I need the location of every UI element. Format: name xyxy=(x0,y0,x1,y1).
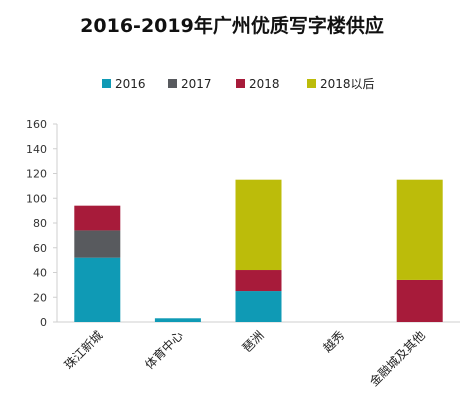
y-tick-label-4: 80 xyxy=(33,217,47,230)
y-tick-label-6: 120 xyxy=(26,168,47,181)
bar-2-0 xyxy=(235,291,282,322)
bar-1-0 xyxy=(154,318,201,322)
legend-swatch-0 xyxy=(102,79,111,88)
bar-4-3 xyxy=(396,179,443,280)
bar-0-2 xyxy=(74,205,121,231)
bar-0-0 xyxy=(74,257,121,322)
legend-swatch-1 xyxy=(168,79,177,88)
x-tick-label-0: 珠江新城 xyxy=(61,328,106,373)
legend-label-3: 2018以后 xyxy=(320,77,375,91)
x-tick-labels: 珠江新城 体育中心 琶洲 越秀 金融城及其他 xyxy=(61,328,428,390)
bar-2-2 xyxy=(235,270,282,292)
x-tick-label-4: 金融城及其他 xyxy=(366,328,428,390)
chart-title: 2016-2019年广州优质写字楼供应 xyxy=(80,14,384,37)
chart-axes: 0 20 40 60 80 100 120 140 160 xyxy=(26,118,460,329)
legend-swatch-3 xyxy=(307,79,316,88)
y-tick-label-3: 60 xyxy=(33,242,47,255)
bar-0-1 xyxy=(74,230,121,258)
legend-swatch-2 xyxy=(236,79,245,88)
bar-2-3 xyxy=(235,179,282,271)
x-tick-label-1: 体育中心 xyxy=(141,328,186,373)
y-tick-label-8: 160 xyxy=(26,118,47,131)
legend-label-1: 2017 xyxy=(181,77,212,91)
y-tick-label-5: 100 xyxy=(26,192,47,205)
y-tick-label-0: 0 xyxy=(40,316,47,329)
y-tick-label-2: 40 xyxy=(33,267,47,280)
x-tick-label-2: 琶洲 xyxy=(240,328,267,355)
chart-legend: 2016 2017 2018 2018以后 xyxy=(102,77,375,91)
x-tick-label-3: 越秀 xyxy=(320,328,347,355)
legend-label-0: 2016 xyxy=(115,77,146,91)
y-tick-label-7: 140 xyxy=(26,143,47,156)
bar-4-2 xyxy=(396,279,443,322)
chart-bars xyxy=(74,179,443,322)
y-tick-label-1: 20 xyxy=(33,291,47,304)
legend-label-2: 2018 xyxy=(249,77,280,91)
